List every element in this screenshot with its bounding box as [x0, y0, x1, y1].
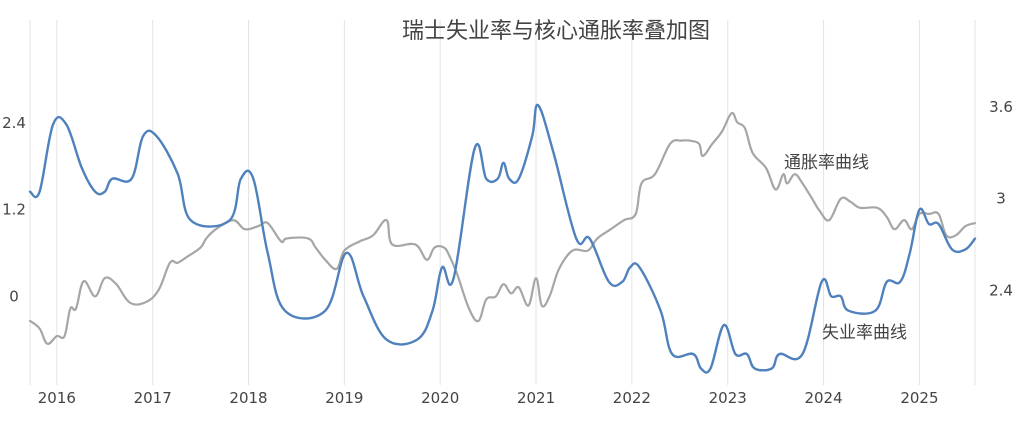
annotation-inflation-curve: 通胀率曲线: [784, 153, 869, 173]
right-y-tick-label: 3: [996, 190, 1006, 208]
left-y-tick-label: 1.2: [2, 201, 26, 219]
x-tick-label: 2018: [229, 389, 267, 407]
unemployment-line: [28, 103, 977, 374]
series-layer: [28, 103, 977, 374]
x-tick-label: 2023: [709, 389, 747, 407]
right-y-tick-label: 2.4: [989, 281, 1013, 299]
x-tick-label: 2025: [900, 389, 938, 407]
left-y-tick-label: 0: [9, 287, 19, 305]
x-tick-label: 2021: [517, 389, 555, 407]
x-tick-label: 2017: [134, 389, 172, 407]
x-tick-label: 2022: [613, 389, 651, 407]
right-y-tick-label: 3.6: [989, 98, 1013, 116]
chart-title: 瑞士失业率与核心通胀率叠加图: [402, 19, 710, 44]
annotation-unemployment-curve: 失业率曲线: [822, 323, 907, 343]
inflation-line: [28, 111, 977, 345]
left-y-tick-label: 2.4: [2, 114, 26, 132]
x-tick-label: 2019: [325, 389, 363, 407]
tick-labels: 2016 2017 2018 2019 2020 2021 2022 2023 2024 2025…: [2, 98, 1013, 407]
x-tick-label: 2024: [804, 389, 842, 407]
x-tick-label: 2016: [38, 389, 76, 407]
x-tick-label: 2020: [421, 389, 459, 407]
grid: [29, 20, 976, 385]
